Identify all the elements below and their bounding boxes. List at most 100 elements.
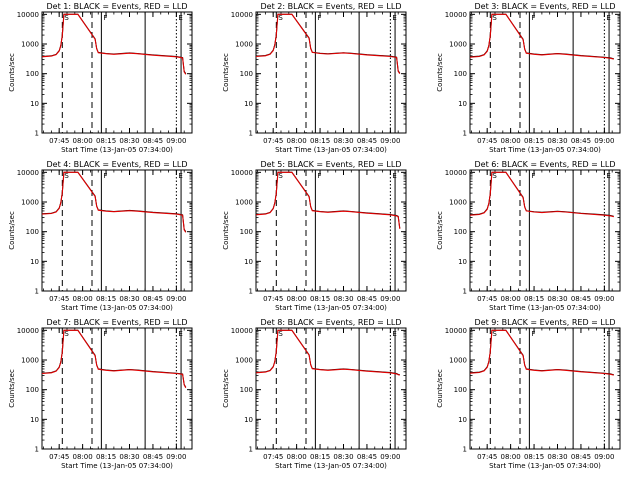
x-tick-label: 07:45: [49, 137, 69, 145]
y-axis-label: Counts/sec: [436, 369, 444, 408]
detector-panel: Det 1: BLACK = Events, RED = LLD 1 10 100 10…: [8, 2, 193, 154]
x-tick-label: 09:00: [594, 137, 614, 145]
x-axis-label: Start Time (13-Jan-05 07:34:00): [489, 304, 601, 312]
panel-title: Det 9: BLACK = Events, RED = LLD: [475, 318, 616, 327]
x-tick-label: 08:30: [547, 295, 567, 303]
panel-title: Det 3: BLACK = Events, RED = LLD: [475, 2, 616, 11]
x-tick-label: 08:00: [287, 137, 307, 145]
x-tick-label: 08:00: [501, 295, 521, 303]
x-tick-label: 09:00: [166, 295, 186, 303]
time-marker-label: S: [64, 14, 69, 22]
x-tick-label: 09:00: [380, 295, 400, 303]
panel-title: Det 1: BLACK = Events, RED = LLD: [47, 2, 188, 11]
y-tick-label: 1000: [235, 357, 253, 365]
x-axis-label: Start Time (13-Jan-05 07:34:00): [61, 146, 173, 154]
x-tick-label: 08:30: [333, 453, 353, 461]
x-tick-label: 08:30: [333, 295, 353, 303]
y-tick-label: 10000: [17, 169, 39, 177]
y-tick-label: 10: [30, 258, 39, 266]
x-tick-label: 08:00: [73, 137, 93, 145]
plot-frame: [469, 11, 621, 134]
lld-series-line: [470, 329, 614, 376]
y-tick-label: 1: [249, 446, 253, 454]
time-marker-label: S: [278, 330, 283, 338]
x-tick-label: 08:30: [547, 137, 567, 145]
x-axis-label: Start Time (13-Jan-05 07:34:00): [489, 146, 601, 154]
series-group: [42, 13, 187, 75]
y-tick-label: 1000: [235, 199, 253, 207]
time-marker-label: F: [317, 14, 321, 22]
x-tick-label: 08:15: [96, 295, 116, 303]
detector-panel: Det 2: BLACK = Events, RED = LLD 1 10 100 10…: [222, 2, 407, 154]
y-tick-label: 1: [249, 130, 253, 138]
x-tick-label: 08:15: [524, 137, 544, 145]
y-tick-label: 10: [244, 416, 253, 424]
x-tick-label: 08:45: [143, 137, 163, 145]
panel-title: Det 2: BLACK = Events, RED = LLD: [261, 2, 402, 11]
time-marker-label: F: [531, 330, 535, 338]
x-tick-label: 08:00: [287, 295, 307, 303]
x-tick-label: 08:45: [357, 453, 377, 461]
time-marker-label: F: [317, 330, 321, 338]
x-tick-label: 08:45: [571, 295, 591, 303]
x-tick-label: 08:30: [547, 453, 567, 461]
x-tick-label: 08:00: [73, 295, 93, 303]
x-tick-label: 08:45: [571, 137, 591, 145]
x-tick-label: 07:45: [49, 453, 69, 461]
y-tick-label: 1: [35, 446, 39, 454]
y-tick-label: 1: [463, 130, 467, 138]
time-marker-label: F: [317, 172, 321, 180]
detector-panel: Det 4: BLACK = Events, RED = LLD 1 10 100 10…: [8, 160, 193, 312]
time-marker-label: S: [492, 330, 497, 338]
time-marker-label: F: [103, 14, 107, 22]
panel-title: Det 4: BLACK = Events, RED = LLD: [47, 160, 188, 169]
lld-series-line: [42, 329, 187, 389]
y-tick-label: 100: [26, 70, 39, 78]
y-tick-label: 1: [463, 446, 467, 454]
x-axis-label: Start Time (13-Jan-05 07:34:00): [275, 146, 387, 154]
y-tick-label: 1000: [235, 41, 253, 49]
y-tick-label: 10000: [17, 327, 39, 335]
plot-frame: [255, 169, 407, 292]
x-tick-label: 07:45: [263, 453, 283, 461]
plot-frame: [255, 327, 407, 450]
x-tick-label: 08:30: [119, 453, 139, 461]
y-tick-label: 10: [458, 258, 467, 266]
series-group: [470, 13, 614, 60]
x-tick-label: 08:15: [524, 453, 544, 461]
x-tick-label: 08:45: [571, 453, 591, 461]
x-tick-label: 08:30: [119, 295, 139, 303]
series-group: [42, 171, 187, 233]
y-tick-label: 1: [463, 288, 467, 296]
detector-panel: Det 3: BLACK = Events, RED = LLD 1 10 100 10…: [436, 2, 621, 154]
y-tick-label: 1: [249, 288, 253, 296]
time-marker-label: F: [103, 330, 107, 338]
y-tick-label: 1000: [21, 199, 39, 207]
x-tick-label: 08:45: [357, 295, 377, 303]
series-group: [256, 171, 401, 229]
x-tick-label: 08:00: [287, 453, 307, 461]
series-group: [470, 171, 614, 218]
x-tick-label: 09:00: [166, 137, 186, 145]
y-tick-label: 10000: [445, 169, 467, 177]
x-tick-label: 08:45: [143, 295, 163, 303]
x-tick-label: 08:00: [501, 453, 521, 461]
y-tick-label: 10000: [231, 327, 253, 335]
y-tick-label: 10000: [445, 327, 467, 335]
y-tick-label: 1000: [21, 41, 39, 49]
series-group: [256, 329, 400, 376]
x-tick-label: 07:45: [263, 295, 283, 303]
x-tick-label: 08:30: [333, 137, 353, 145]
y-tick-label: 100: [454, 386, 467, 394]
series-group: [256, 13, 401, 75]
x-tick-label: 09:00: [594, 295, 614, 303]
y-tick-label: 10: [30, 100, 39, 108]
time-marker-label: S: [492, 172, 497, 180]
panel-title: Det 7: BLACK = Events, RED = LLD: [47, 318, 188, 327]
y-axis-label: Counts/sec: [436, 211, 444, 250]
x-tick-label: 08:15: [96, 453, 116, 461]
series-group: [470, 329, 614, 376]
x-tick-label: 07:45: [477, 137, 497, 145]
lld-series-line: [42, 13, 187, 75]
detector-panel: Det 5: BLACK = Events, RED = LLD 1 10 100 10…: [222, 160, 407, 312]
